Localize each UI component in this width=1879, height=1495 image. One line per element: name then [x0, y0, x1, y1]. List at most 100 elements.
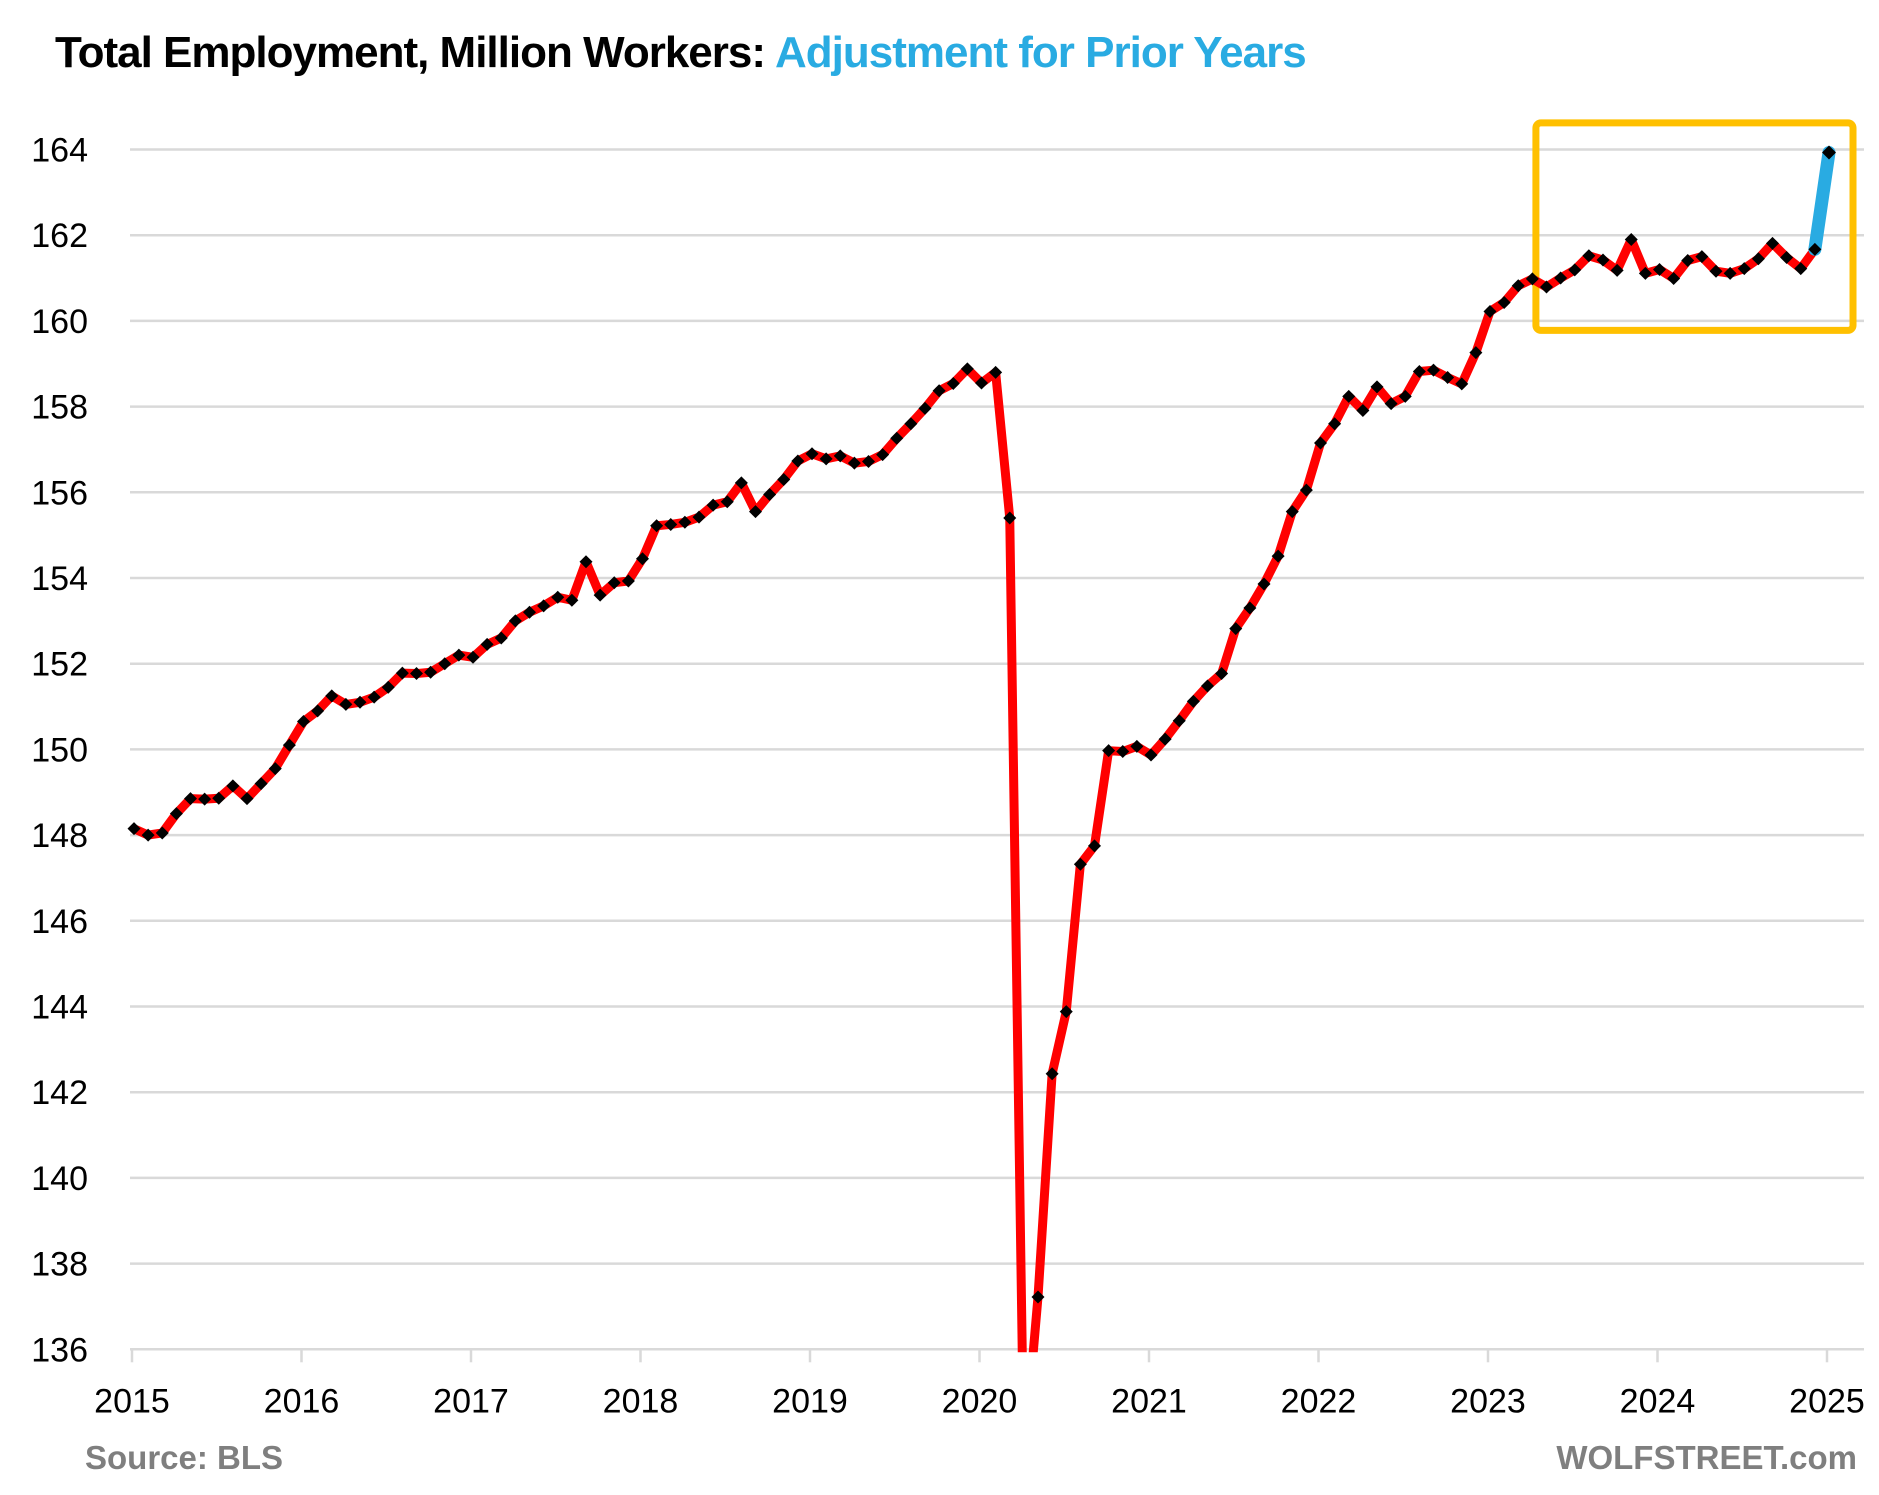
data-point-marker — [1624, 232, 1638, 246]
data-point-marker — [184, 792, 197, 806]
watermark-label: WOLFSTREET.com — [1556, 1439, 1857, 1476]
data-point-marker — [1596, 253, 1610, 267]
data-point-marker — [989, 365, 1003, 379]
data-point-marker — [1017, 1454, 1030, 1467]
x-tick-label: 2018 — [603, 1382, 679, 1420]
data-point-marker — [1554, 271, 1568, 285]
data-point-marker — [1483, 304, 1497, 318]
data-point-marker — [212, 791, 226, 805]
data-point-marker — [1059, 1005, 1073, 1019]
data-point-marker — [1681, 253, 1695, 267]
data-point-marker — [1667, 271, 1681, 285]
data-point-marker — [621, 574, 635, 588]
data-point-marker — [692, 510, 706, 524]
data-point-marker — [1102, 744, 1116, 758]
data-point-marker — [847, 456, 861, 470]
data-point-marker — [1653, 262, 1666, 276]
data-point-marker — [424, 665, 438, 679]
data-point-marker — [297, 715, 310, 729]
y-tick-label: 150 — [31, 731, 88, 769]
y-tick-label: 142 — [31, 1074, 88, 1112]
data-point-marker — [240, 792, 254, 806]
data-point-marker — [1412, 364, 1426, 378]
data-point-marker — [904, 417, 918, 431]
adjustment-line — [1808, 145, 1836, 256]
y-tick-label: 162 — [31, 217, 88, 255]
data-point-marker — [1808, 242, 1822, 256]
data-point-marker — [367, 690, 381, 704]
y-tick-label: 140 — [31, 1160, 88, 1198]
data-point-marker — [1144, 748, 1158, 762]
x-tick-label: 2023 — [1450, 1382, 1526, 1420]
x-tick-label: 2015 — [94, 1382, 170, 1420]
data-point-marker — [198, 792, 212, 806]
data-point-marker — [155, 826, 169, 840]
data-point-marker — [706, 498, 720, 512]
y-tick-label: 158 — [31, 389, 88, 427]
data-point-marker — [1427, 363, 1440, 377]
x-tick-label: 2021 — [1111, 1382, 1187, 1420]
data-point-marker — [1582, 249, 1596, 263]
data-point-marker — [833, 449, 847, 463]
data-point-marker — [311, 704, 325, 718]
data-point-marker — [282, 738, 296, 752]
data-point-marker — [664, 517, 678, 531]
data-point-marker — [1158, 732, 1172, 746]
data-point-marker — [1328, 417, 1342, 431]
data-point-marker — [1201, 679, 1214, 693]
x-tick-label: 2019 — [772, 1382, 848, 1420]
data-point-marker — [1003, 511, 1017, 525]
data-point-marker — [1780, 250, 1794, 264]
y-tick-label: 138 — [31, 1246, 88, 1284]
data-point-marker — [537, 599, 551, 613]
y-tick-label: 152 — [31, 646, 88, 684]
adjusted-point-marker — [1822, 145, 1836, 160]
data-point-marker — [353, 695, 367, 709]
data-point-marker — [410, 667, 423, 681]
data-point-marker — [141, 828, 155, 842]
data-point-marker — [1172, 714, 1186, 728]
data-point-marker — [1243, 601, 1257, 615]
data-point-marker — [636, 552, 649, 566]
data-point-marker — [127, 822, 141, 836]
data-point-marker — [169, 807, 183, 821]
data-point-marker — [918, 401, 932, 415]
chart-title-main: Total Employment, Million Workers: — [55, 28, 766, 77]
data-point-marker — [1031, 1290, 1045, 1304]
highlight-box — [1532, 119, 1857, 334]
data-point-marker — [932, 384, 946, 398]
data-point-marker — [975, 376, 988, 390]
data-point-marker — [466, 650, 480, 664]
x-tick-label: 2016 — [264, 1382, 340, 1420]
data-point-marker — [876, 448, 890, 462]
chart-title: Total Employment, Million Workers: Adjust… — [55, 28, 1307, 78]
data-point-marker — [1469, 346, 1483, 360]
data-point-marker — [395, 666, 409, 680]
data-point-marker — [1441, 370, 1455, 384]
y-tick-label: 160 — [31, 303, 88, 341]
data-point-marker — [607, 576, 621, 590]
data-point-marker — [862, 454, 875, 468]
data-point-marker — [551, 590, 565, 604]
data-point-marker — [1356, 403, 1370, 417]
data-point-marker — [325, 689, 339, 703]
data-point-marker — [508, 614, 522, 628]
data-point-marker — [226, 779, 240, 793]
data-point-marker — [763, 487, 777, 501]
data-point-marker — [819, 452, 833, 466]
data-point-marker — [438, 657, 452, 671]
data-point-marker — [1638, 266, 1652, 280]
data-point-marker — [1215, 667, 1229, 681]
data-point-marker — [523, 605, 536, 619]
data-point-marker — [480, 637, 494, 651]
data-point-marker — [1737, 262, 1751, 276]
y-tick-label: 148 — [31, 817, 88, 855]
data-point-marker — [593, 588, 607, 602]
data-point-marker — [1229, 622, 1243, 636]
chart-title-highlight: Adjustment for Prior Years — [775, 28, 1307, 77]
y-tick-label: 136 — [31, 1331, 88, 1369]
data-point-marker — [1130, 739, 1144, 753]
data-point-marker — [1088, 839, 1101, 853]
data-point-marker — [1299, 483, 1313, 497]
